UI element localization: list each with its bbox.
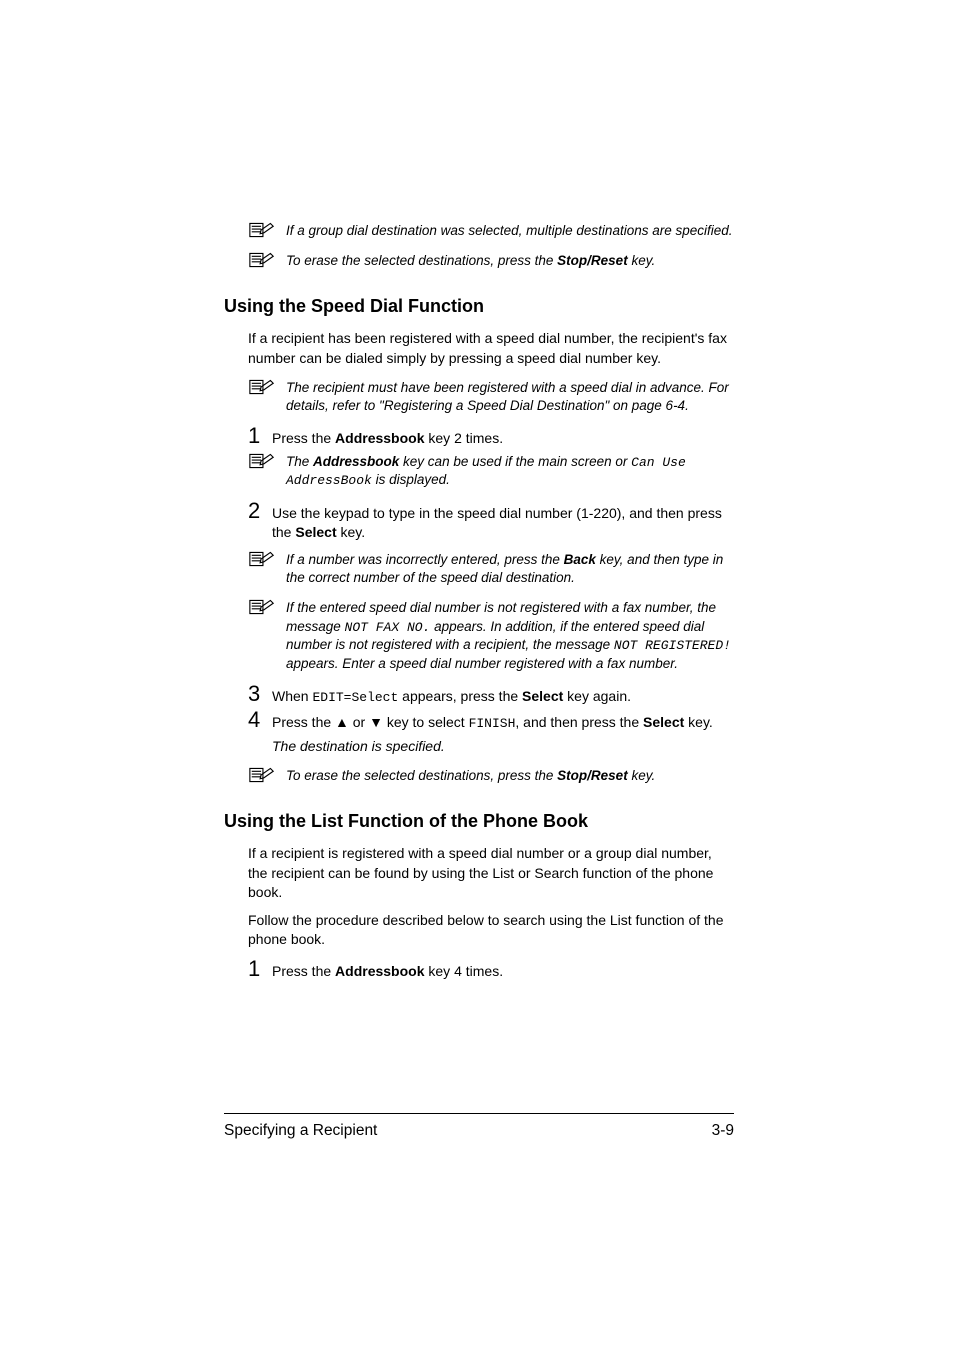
text: If a number was incorrectly entered, pre… bbox=[286, 552, 564, 567]
text: Press the bbox=[272, 963, 335, 979]
key-name: Addressbook bbox=[313, 454, 399, 469]
key-name: Stop/Reset bbox=[557, 768, 628, 783]
text: key can be used if the main screen or bbox=[399, 454, 631, 469]
note-row: To erase the selected destinations, pres… bbox=[248, 250, 734, 270]
note-block: To erase the selected destinations, pres… bbox=[248, 765, 734, 785]
body-paragraph: If a recipient is registered with a spee… bbox=[248, 844, 734, 903]
text: key 4 times. bbox=[425, 963, 504, 979]
key-name: Back bbox=[564, 552, 596, 567]
text: appears. Enter a speed dial number regis… bbox=[286, 656, 678, 671]
note-row: If a group dial destination was selected… bbox=[248, 220, 734, 240]
step-number: 4 bbox=[248, 709, 272, 731]
key-name: Select bbox=[643, 714, 684, 730]
text: To erase the selected destinations, pres… bbox=[286, 253, 557, 268]
pencil-note-icon bbox=[248, 765, 276, 785]
key-name: Select bbox=[295, 524, 336, 540]
step-text: Press the ▲ or ▼ key to select FINISH, a… bbox=[272, 713, 734, 733]
note-block: If the entered speed dial number is not … bbox=[248, 597, 734, 673]
pencil-note-icon bbox=[248, 377, 276, 397]
note-text: If the entered speed dial number is not … bbox=[286, 597, 734, 673]
text: , and then press the bbox=[515, 714, 643, 730]
text: key. bbox=[628, 768, 656, 783]
pencil-note-icon bbox=[248, 220, 276, 240]
step-text: Press the Addressbook key 4 times. bbox=[272, 962, 734, 982]
note-text: The recipient must have been registered … bbox=[286, 377, 734, 415]
note-row: The Addressbook key can be used if the m… bbox=[248, 451, 734, 490]
note-block: If a number was incorrectly entered, pre… bbox=[248, 549, 734, 587]
text: key. bbox=[684, 714, 713, 730]
key-name: Select bbox=[522, 688, 563, 704]
step-number: 1 bbox=[248, 958, 272, 980]
step-text: Press the Addressbook key 2 times. bbox=[272, 429, 734, 449]
key-name: Stop/Reset bbox=[557, 253, 628, 268]
text: Press the ▲ or ▼ key to select bbox=[272, 714, 469, 730]
text: When bbox=[272, 688, 312, 704]
display-text: NOT REGISTERED! bbox=[614, 638, 731, 653]
note-text: To erase the selected destinations, pres… bbox=[286, 250, 734, 270]
note-row: The recipient must have been registered … bbox=[248, 377, 734, 415]
display-text: NOT FAX NO. bbox=[345, 620, 431, 635]
step-number: 2 bbox=[248, 500, 272, 522]
note-block: If a group dial destination was selected… bbox=[248, 220, 734, 240]
page-footer: Specifying a Recipient 3-9 bbox=[224, 1113, 734, 1140]
text: is displayed. bbox=[372, 472, 450, 487]
note-block: The Addressbook key can be used if the m… bbox=[248, 451, 734, 490]
note-row: If a number was incorrectly entered, pre… bbox=[248, 549, 734, 587]
step: 2 Use the keypad to type in the speed di… bbox=[248, 500, 734, 543]
text: appears, press the bbox=[398, 688, 522, 704]
step-number: 3 bbox=[248, 683, 272, 705]
note-text: The Addressbook key can be used if the m… bbox=[286, 451, 734, 490]
step: 3 When EDIT=Select appears, press the Se… bbox=[248, 683, 734, 707]
page: If a group dial destination was selected… bbox=[0, 0, 954, 1350]
text: To erase the selected destinations, pres… bbox=[286, 768, 557, 783]
note-block: To erase the selected destinations, pres… bbox=[248, 250, 734, 270]
note-text: To erase the selected destinations, pres… bbox=[286, 765, 734, 785]
step-text: Use the keypad to type in the speed dial… bbox=[272, 504, 734, 543]
note-row: To erase the selected destinations, pres… bbox=[248, 765, 734, 785]
footer-row: Specifying a Recipient 3-9 bbox=[224, 1122, 734, 1140]
body-paragraph: If a recipient has been registered with … bbox=[248, 329, 734, 368]
note-row: If the entered speed dial number is not … bbox=[248, 597, 734, 673]
footer-rule bbox=[224, 1113, 734, 1114]
note-block: The recipient must have been registered … bbox=[248, 377, 734, 415]
step: 1 Press the Addressbook key 4 times. bbox=[248, 958, 734, 982]
note-text: If a number was incorrectly entered, pre… bbox=[286, 549, 734, 587]
footer-title: Specifying a Recipient bbox=[224, 1122, 377, 1140]
step: 1 Press the Addressbook key 2 times. bbox=[248, 425, 734, 449]
page-number: 3-9 bbox=[712, 1122, 734, 1140]
text: The bbox=[286, 454, 313, 469]
key-name: Addressbook bbox=[335, 430, 424, 446]
display-text: EDIT=Select bbox=[312, 690, 398, 705]
note-text: If a group dial destination was selected… bbox=[286, 220, 734, 240]
text: key. bbox=[628, 253, 656, 268]
step-number: 1 bbox=[248, 425, 272, 447]
text: key 2 times. bbox=[425, 430, 504, 446]
body-paragraph: Follow the procedure described below to … bbox=[248, 911, 734, 950]
step-text: When EDIT=Select appears, press the Sele… bbox=[272, 687, 734, 707]
pencil-note-icon bbox=[248, 549, 276, 569]
section-heading: Using the List Function of the Phone Boo… bbox=[224, 811, 734, 832]
pencil-note-icon bbox=[248, 451, 276, 471]
text: key. bbox=[337, 524, 366, 540]
pencil-note-icon bbox=[248, 597, 276, 617]
pencil-note-icon bbox=[248, 250, 276, 270]
key-name: Addressbook bbox=[335, 963, 424, 979]
text: key again. bbox=[563, 688, 631, 704]
result-text: The destination is specified. bbox=[272, 737, 734, 757]
text: Press the bbox=[272, 430, 335, 446]
step: 4 Press the ▲ or ▼ key to select FINISH,… bbox=[248, 709, 734, 733]
display-text: FINISH bbox=[469, 716, 516, 731]
section-heading: Using the Speed Dial Function bbox=[224, 296, 734, 317]
